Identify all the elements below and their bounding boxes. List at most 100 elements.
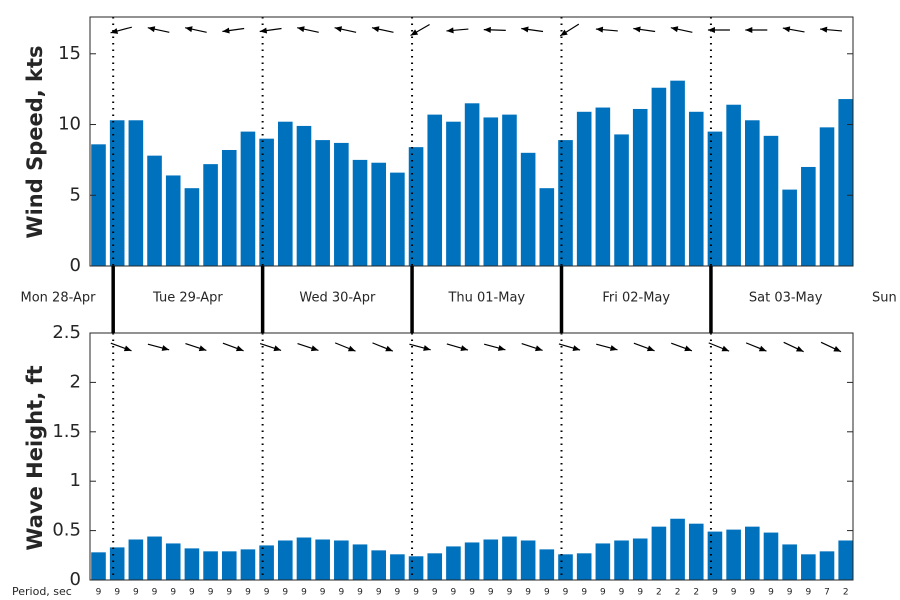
bar xyxy=(109,120,125,266)
bar xyxy=(651,87,667,266)
direction-arrow xyxy=(334,342,356,352)
period-value: 9 xyxy=(507,588,513,598)
period-value: 9 xyxy=(544,588,550,598)
bar xyxy=(688,523,704,580)
bar xyxy=(315,140,330,266)
bar xyxy=(109,547,125,580)
bar xyxy=(726,104,741,266)
bar xyxy=(221,149,237,266)
bar xyxy=(763,135,779,266)
bar xyxy=(334,142,349,266)
bar xyxy=(203,551,218,580)
period-value: 2 xyxy=(693,588,699,598)
bar xyxy=(446,546,461,580)
period-value: 9 xyxy=(114,588,120,598)
day-label: Mon 28-Apr xyxy=(21,291,97,306)
bar xyxy=(670,518,685,580)
direction-arrow xyxy=(596,343,618,351)
bar xyxy=(184,188,200,266)
period-value: 9 xyxy=(376,588,382,598)
direction-arrow xyxy=(222,27,245,34)
period-value: 9 xyxy=(245,588,251,598)
bar xyxy=(614,134,629,266)
period-value: 9 xyxy=(469,588,475,598)
period-value: 9 xyxy=(731,588,737,598)
direction-arrow xyxy=(483,343,506,351)
bar xyxy=(278,540,293,580)
bar xyxy=(595,107,611,266)
bar xyxy=(614,540,629,580)
direction-arrow xyxy=(259,27,282,34)
period-value: 2 xyxy=(656,588,662,598)
direction-arrow xyxy=(820,341,842,353)
direction-arrow xyxy=(521,343,543,352)
bar xyxy=(427,553,443,580)
bar xyxy=(446,121,461,267)
bar xyxy=(745,120,760,266)
bar xyxy=(838,99,853,266)
direction-arrow xyxy=(783,341,804,353)
bar xyxy=(91,144,106,266)
bar xyxy=(801,166,816,266)
y-tick-label: 2 xyxy=(70,371,81,392)
period-value: 2 xyxy=(675,588,681,598)
y-axis-label: Wave Height, ft xyxy=(23,365,47,550)
y-tick-label: 1 xyxy=(70,470,81,491)
period-value: 9 xyxy=(357,588,363,598)
direction-arrow xyxy=(259,343,282,352)
bar xyxy=(707,531,723,580)
period-value: 2 xyxy=(843,588,849,598)
bar xyxy=(165,543,181,580)
bar xyxy=(371,550,386,580)
direction-arrow xyxy=(185,26,207,33)
bar xyxy=(147,155,162,266)
period-value: 9 xyxy=(264,588,270,598)
bar xyxy=(819,551,835,580)
bar xyxy=(147,536,162,580)
bar xyxy=(595,543,611,580)
bar xyxy=(221,551,237,580)
direction-arrow xyxy=(334,26,357,33)
period-value: 9 xyxy=(563,588,569,598)
bar xyxy=(632,538,648,580)
y-tick-label: 5 xyxy=(70,184,81,205)
bar xyxy=(91,552,106,580)
y-tick-label: 0 xyxy=(70,255,81,276)
bar xyxy=(408,147,424,266)
bar xyxy=(408,556,424,580)
bar xyxy=(707,131,723,266)
bar xyxy=(483,117,499,267)
direction-arrow xyxy=(558,343,581,351)
direction-arrow xyxy=(559,23,580,37)
day-label: Fri 02-May xyxy=(602,291,670,306)
bar xyxy=(296,125,312,266)
period-value: 9 xyxy=(96,588,102,598)
bar xyxy=(128,120,144,266)
y-tick-label: 0 xyxy=(70,569,81,590)
bar xyxy=(558,140,573,266)
period-value: 9 xyxy=(768,588,774,598)
bar xyxy=(371,162,386,266)
y-tick-label: 1.5 xyxy=(52,421,81,442)
direction-arrow xyxy=(521,26,544,33)
bar xyxy=(576,111,592,267)
period-value: 9 xyxy=(338,588,344,598)
direction-arrow xyxy=(708,342,730,352)
period-value: 9 xyxy=(787,588,793,598)
bar xyxy=(464,542,480,580)
bar xyxy=(483,539,499,580)
day-label: Sat 03-May xyxy=(749,291,823,306)
bar xyxy=(576,553,592,580)
direction-arrow xyxy=(745,27,768,33)
bar xyxy=(390,172,405,266)
direction-arrow xyxy=(670,26,693,33)
period-value: 9 xyxy=(637,588,643,598)
day-label: Sun xyxy=(872,291,897,306)
y-tick-label: 15 xyxy=(58,43,81,64)
period-value: 9 xyxy=(395,588,401,598)
period-value: 9 xyxy=(805,588,811,598)
bar xyxy=(745,526,760,580)
bar xyxy=(203,164,218,266)
direction-arrow xyxy=(372,342,394,352)
